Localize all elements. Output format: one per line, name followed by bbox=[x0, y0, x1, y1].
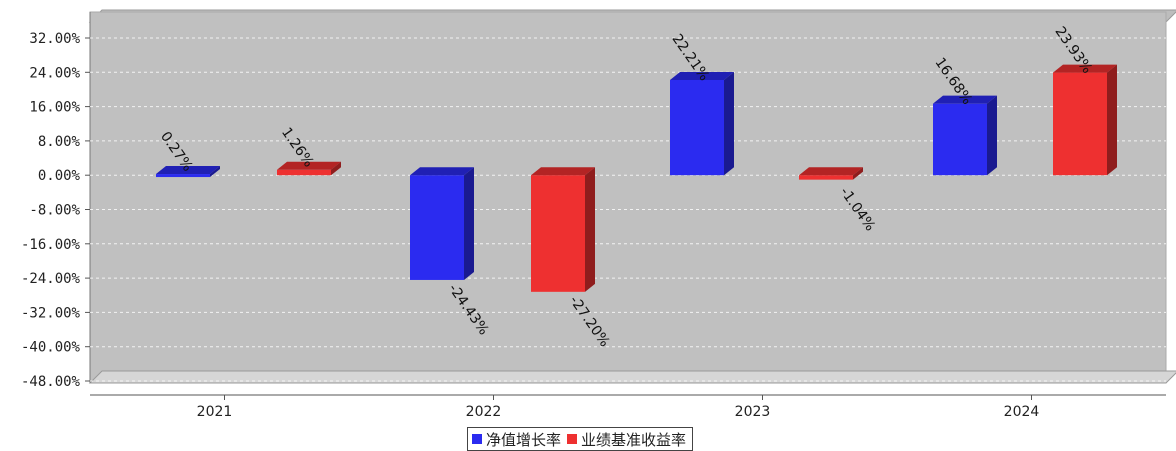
bar bbox=[156, 166, 220, 178]
legend-label-series-1: 净值增长率 bbox=[486, 430, 562, 449]
x-tick-label: 2024 bbox=[1004, 404, 1040, 420]
bar bbox=[670, 71, 734, 176]
legend: 净值增长率 业绩基准收益率 bbox=[467, 427, 694, 451]
y-tick-label: 32.00% bbox=[29, 31, 80, 47]
bar bbox=[410, 167, 474, 280]
x-tick-label: 2021 bbox=[197, 404, 233, 420]
y-tick-label: 16.00% bbox=[29, 100, 80, 116]
x-axis: 2021 2022 2023 2024 bbox=[90, 394, 1166, 420]
x-tick-label: 2023 bbox=[735, 404, 771, 420]
y-axis: -48.00% -40.00% -32.00% -24.00% -16.00% -8.00… bbox=[21, 31, 90, 390]
y-tick-label: -48.00% bbox=[21, 374, 81, 390]
bar bbox=[799, 167, 863, 180]
y-tick-label: 0.00% bbox=[38, 168, 81, 184]
bars bbox=[156, 64, 1117, 292]
legend-swatch-series-1 bbox=[472, 434, 482, 444]
bar bbox=[933, 95, 997, 176]
legend-item-series-1: 净值增长率 bbox=[472, 429, 561, 450]
bar bbox=[1053, 64, 1117, 176]
bar bbox=[531, 167, 595, 292]
y-tick-label: 8.00% bbox=[38, 134, 81, 150]
legend-item-series-2: 业绩基准收益率 bbox=[567, 429, 686, 450]
x-tick-label: 2022 bbox=[466, 404, 502, 420]
bar bbox=[277, 161, 341, 176]
y-tick-label: -8.00% bbox=[29, 203, 80, 219]
legend-swatch-series-2 bbox=[567, 434, 578, 444]
y-tick-label: -24.00% bbox=[21, 271, 81, 287]
y-tick-label: -16.00% bbox=[21, 237, 81, 253]
y-tick-label: 24.00% bbox=[29, 65, 80, 81]
y-tick-label: -32.00% bbox=[21, 305, 81, 321]
plot-area bbox=[88, 9, 1176, 384]
legend-label-series-2: 业绩基准收益率 bbox=[581, 430, 687, 449]
y-tick-label: -40.00% bbox=[21, 340, 81, 356]
